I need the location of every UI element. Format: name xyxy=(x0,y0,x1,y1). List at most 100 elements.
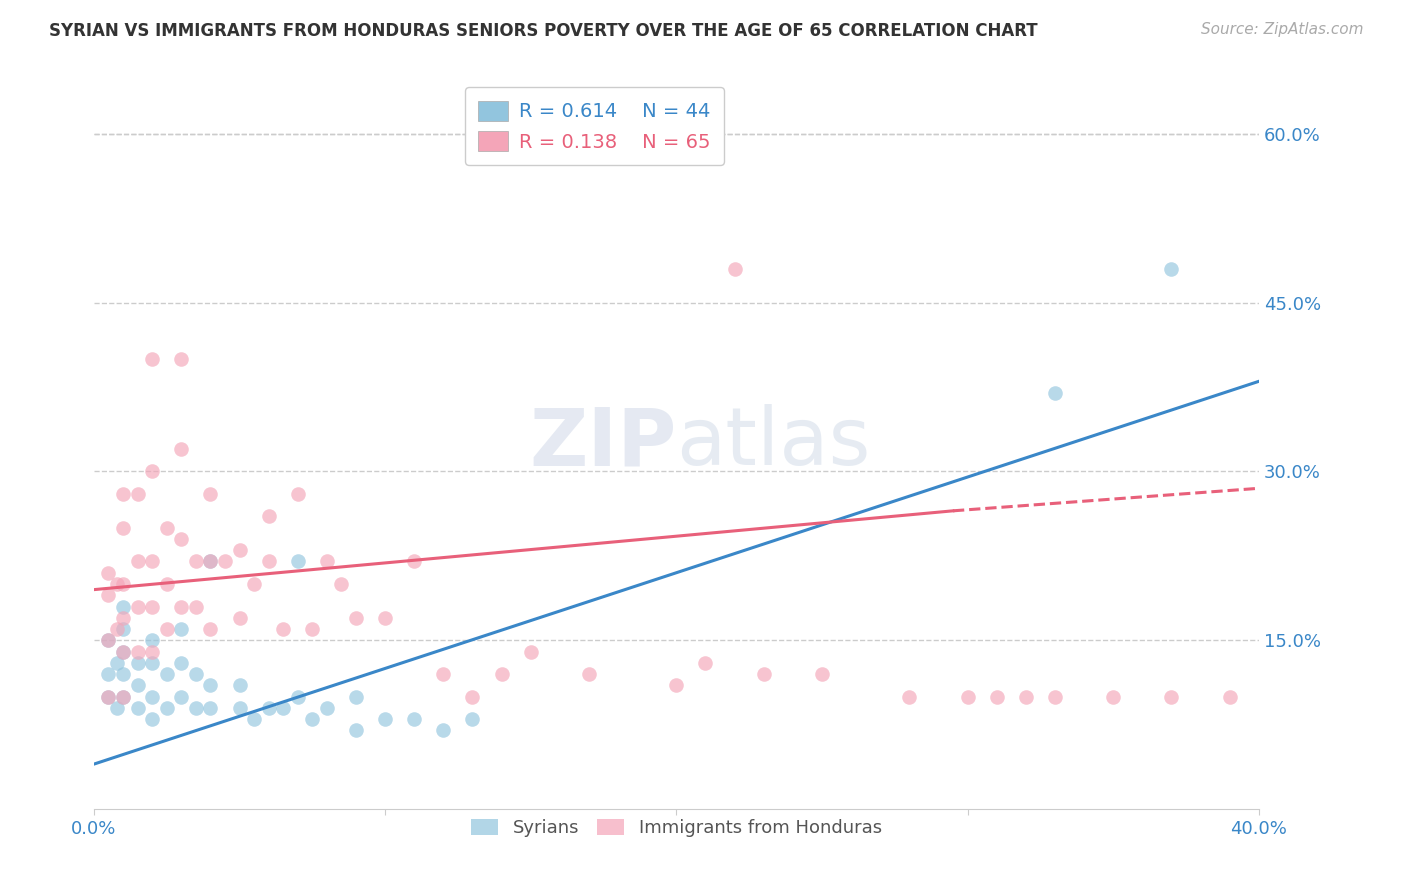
Point xyxy=(214,554,236,568)
Point xyxy=(200,554,222,568)
Point xyxy=(141,690,163,704)
Point xyxy=(141,656,163,670)
Point xyxy=(287,554,309,568)
Point xyxy=(404,712,426,726)
Point xyxy=(432,667,454,681)
Point xyxy=(141,554,163,568)
Point xyxy=(257,509,280,524)
Point xyxy=(97,633,120,648)
Point xyxy=(257,701,280,715)
Point xyxy=(127,554,149,568)
Point xyxy=(811,667,834,681)
Point xyxy=(271,701,294,715)
Point xyxy=(141,644,163,658)
Point xyxy=(1160,690,1182,704)
Point xyxy=(723,261,745,276)
Point xyxy=(301,712,323,726)
Point xyxy=(170,351,193,366)
Point xyxy=(112,644,135,658)
Point xyxy=(695,656,717,670)
Point xyxy=(344,723,367,738)
Point xyxy=(170,622,193,636)
Point xyxy=(315,554,337,568)
Point xyxy=(1102,690,1125,704)
Point xyxy=(156,622,179,636)
Point xyxy=(344,690,367,704)
Point xyxy=(97,667,120,681)
Point xyxy=(374,611,396,625)
Point xyxy=(1219,690,1241,704)
Point xyxy=(432,723,454,738)
Point xyxy=(105,622,128,636)
Point xyxy=(141,712,163,726)
Point xyxy=(898,690,921,704)
Point xyxy=(127,678,149,692)
Point xyxy=(112,487,135,501)
Point xyxy=(404,554,426,568)
Point xyxy=(184,701,207,715)
Point xyxy=(184,667,207,681)
Text: ZIP: ZIP xyxy=(529,404,676,483)
Point xyxy=(112,611,135,625)
Point xyxy=(105,701,128,715)
Point xyxy=(374,712,396,726)
Point xyxy=(170,656,193,670)
Point xyxy=(228,611,250,625)
Point xyxy=(127,644,149,658)
Point xyxy=(461,690,484,704)
Point xyxy=(491,667,513,681)
Point xyxy=(1043,690,1066,704)
Point xyxy=(112,690,135,704)
Point xyxy=(344,611,367,625)
Point xyxy=(170,532,193,546)
Point xyxy=(127,656,149,670)
Legend: Syrians, Immigrants from Honduras: Syrians, Immigrants from Honduras xyxy=(464,812,889,844)
Point xyxy=(112,599,135,614)
Point xyxy=(141,351,163,366)
Point xyxy=(956,690,979,704)
Point xyxy=(105,577,128,591)
Point xyxy=(243,577,266,591)
Point xyxy=(141,599,163,614)
Point xyxy=(112,644,135,658)
Point xyxy=(184,599,207,614)
Point xyxy=(105,656,128,670)
Point xyxy=(127,599,149,614)
Point xyxy=(156,701,179,715)
Point xyxy=(112,622,135,636)
Point xyxy=(271,622,294,636)
Point xyxy=(97,566,120,580)
Point xyxy=(287,487,309,501)
Point xyxy=(228,701,250,715)
Point xyxy=(170,690,193,704)
Text: Source: ZipAtlas.com: Source: ZipAtlas.com xyxy=(1201,22,1364,37)
Point xyxy=(200,554,222,568)
Point xyxy=(519,644,541,658)
Point xyxy=(97,690,120,704)
Point xyxy=(986,690,1008,704)
Point xyxy=(141,633,163,648)
Point xyxy=(156,521,179,535)
Point xyxy=(752,667,775,681)
Point xyxy=(301,622,323,636)
Point xyxy=(97,588,120,602)
Point xyxy=(330,577,353,591)
Point xyxy=(315,701,337,715)
Point xyxy=(127,701,149,715)
Point xyxy=(112,521,135,535)
Text: atlas: atlas xyxy=(676,404,870,483)
Point xyxy=(1043,385,1066,400)
Point xyxy=(112,577,135,591)
Text: SYRIAN VS IMMIGRANTS FROM HONDURAS SENIORS POVERTY OVER THE AGE OF 65 CORRELATIO: SYRIAN VS IMMIGRANTS FROM HONDURAS SENIO… xyxy=(49,22,1038,40)
Point xyxy=(170,442,193,456)
Point xyxy=(97,633,120,648)
Point xyxy=(141,465,163,479)
Point xyxy=(200,487,222,501)
Point xyxy=(200,701,222,715)
Point xyxy=(156,667,179,681)
Point xyxy=(228,678,250,692)
Point xyxy=(112,690,135,704)
Point xyxy=(461,712,484,726)
Point xyxy=(228,543,250,558)
Point xyxy=(1160,261,1182,276)
